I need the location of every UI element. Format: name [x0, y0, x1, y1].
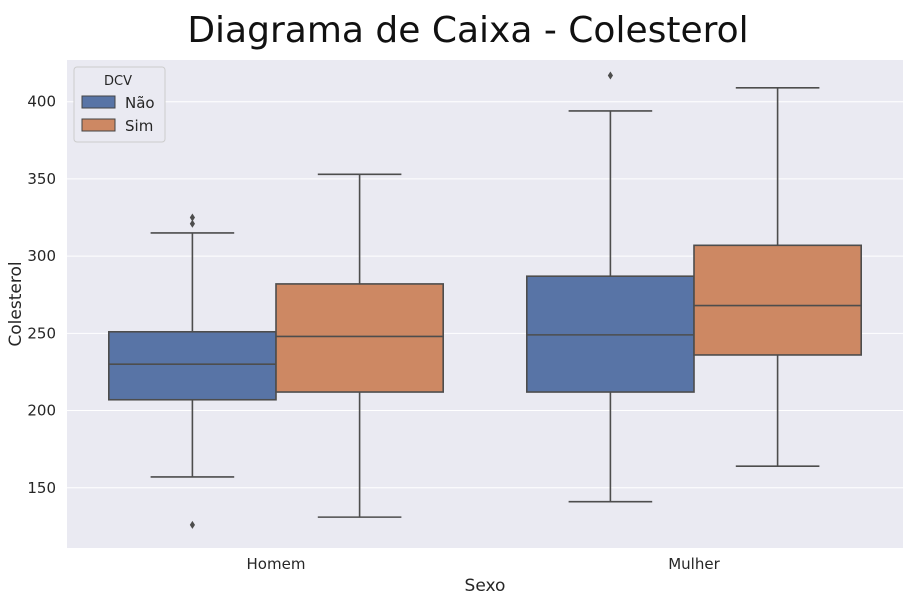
y-tick-label-200: 200: [27, 402, 56, 420]
chart-title: Diagrama de Caixa - Colesterol: [187, 10, 748, 51]
y-tick-label-400: 400: [27, 93, 56, 111]
outlier-point: [189, 520, 195, 529]
y-tick-label-350: 350: [27, 170, 56, 188]
legend: DCV Não Sim: [73, 66, 166, 143]
y-tick-label-150: 150: [27, 479, 56, 497]
y-tick-labels: 150 200 250 300 350 400: [27, 93, 56, 497]
x-tick-label-homem: Homem: [247, 555, 306, 573]
y-tick-label-250: 250: [27, 324, 56, 342]
y-axis-label: Colesterol: [6, 261, 26, 346]
x-axis-label: Sexo: [465, 576, 506, 596]
box-mulher-sim: [693, 86, 862, 467]
x-tick-label-mulher: Mulher: [668, 555, 720, 573]
boxes: [108, 71, 862, 529]
box-mulher-nao: [525, 71, 695, 503]
box-homem-sim: [275, 173, 444, 518]
outlier-point: [189, 219, 195, 228]
box-body: [693, 244, 862, 356]
box-body: [275, 283, 444, 393]
outlier-point: [607, 71, 613, 80]
legend-swatch-sim: [81, 118, 116, 132]
y-tick-label-300: 300: [27, 247, 56, 265]
x-tick-labels: Homem Mulher: [247, 555, 721, 573]
box-homem-nao: [108, 213, 277, 529]
legend-label-sim: Sim: [125, 117, 153, 135]
legend-swatch-nao: [81, 95, 116, 109]
legend-title: DCV: [104, 74, 132, 89]
legend-label-nao: Não: [125, 94, 155, 112]
box-body: [108, 330, 277, 401]
outlier-point: [189, 213, 195, 222]
